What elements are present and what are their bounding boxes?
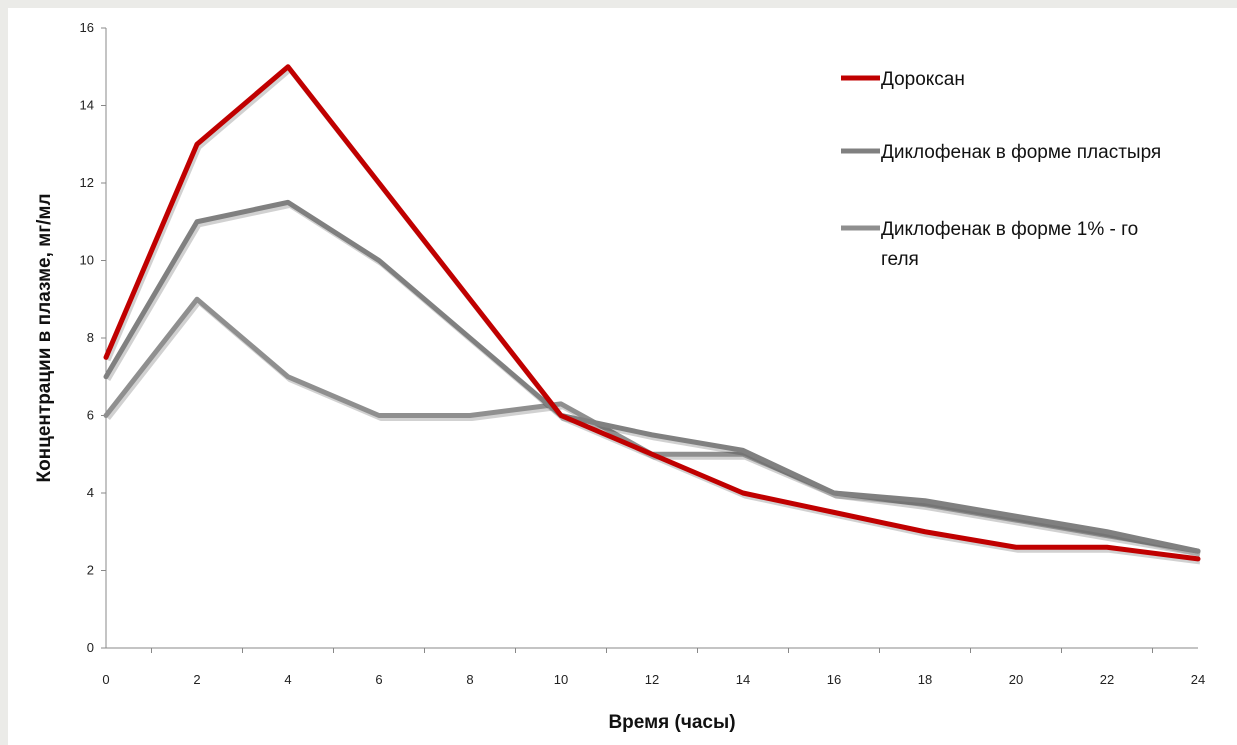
y-tick-label: 8: [87, 330, 94, 345]
y-tick-label: 4: [87, 485, 94, 500]
x-tick-label: 16: [827, 672, 841, 687]
y-tick-label: 10: [80, 253, 94, 268]
y-tick-label: 0: [87, 640, 94, 655]
x-tick-label: 24: [1191, 672, 1205, 687]
legend-label: Диклофенак в форме пластыря: [881, 142, 1161, 163]
legend-label: Дороксан: [881, 69, 965, 90]
y-tick-label: 16: [80, 20, 94, 35]
y-ticks: 0 2 4 6 8 10 12 14 16: [80, 20, 106, 655]
y-tick-label: 14: [80, 98, 94, 113]
x-tick-label: 14: [736, 672, 750, 687]
y-tick-label: 2: [87, 563, 94, 578]
series-line-0: [103, 64, 1201, 562]
x-tick-label: 18: [918, 672, 932, 687]
series-line-1: [103, 199, 1201, 554]
x-tick-label: 10: [554, 672, 568, 687]
y-tick-label: 12: [80, 175, 94, 190]
x-tick-label: 20: [1009, 672, 1023, 687]
x-tick-label: 12: [645, 672, 659, 687]
x-tick-label: 4: [284, 672, 291, 687]
series-line-2: [103, 296, 1201, 554]
legend: Дороксан Диклофенак в форме пластыря Дикло…: [841, 69, 1161, 270]
y-tick-label: 6: [87, 408, 94, 423]
series-lines: [103, 64, 1201, 565]
legend-label-line: геля: [881, 249, 919, 270]
x-axis-title: Время (часы): [608, 712, 735, 733]
chart-canvas: 0 2 4 6 8 10 12 14 16 0 2 4 6 8 10 12 14 16 18 20 22 24 Врем…: [8, 8, 1237, 745]
x-tick-label: 0: [102, 672, 109, 687]
x-tick-label: 2: [193, 672, 200, 687]
series-shadow-2: [106, 299, 1201, 557]
x-tick-label: 6: [375, 672, 382, 687]
y-axis-title: Концентрации в плазме, мг/мл: [34, 193, 55, 482]
x-tick-label: 8: [466, 672, 473, 687]
series-shadow-1: [105, 202, 1201, 557]
x-ticks: 0 2 4 6 8 10 12 14 16 18 20 22 24: [102, 648, 1205, 687]
legend-label-line: Диклофенак в форме 1% - го: [881, 219, 1138, 240]
x-tick-label: 22: [1100, 672, 1114, 687]
